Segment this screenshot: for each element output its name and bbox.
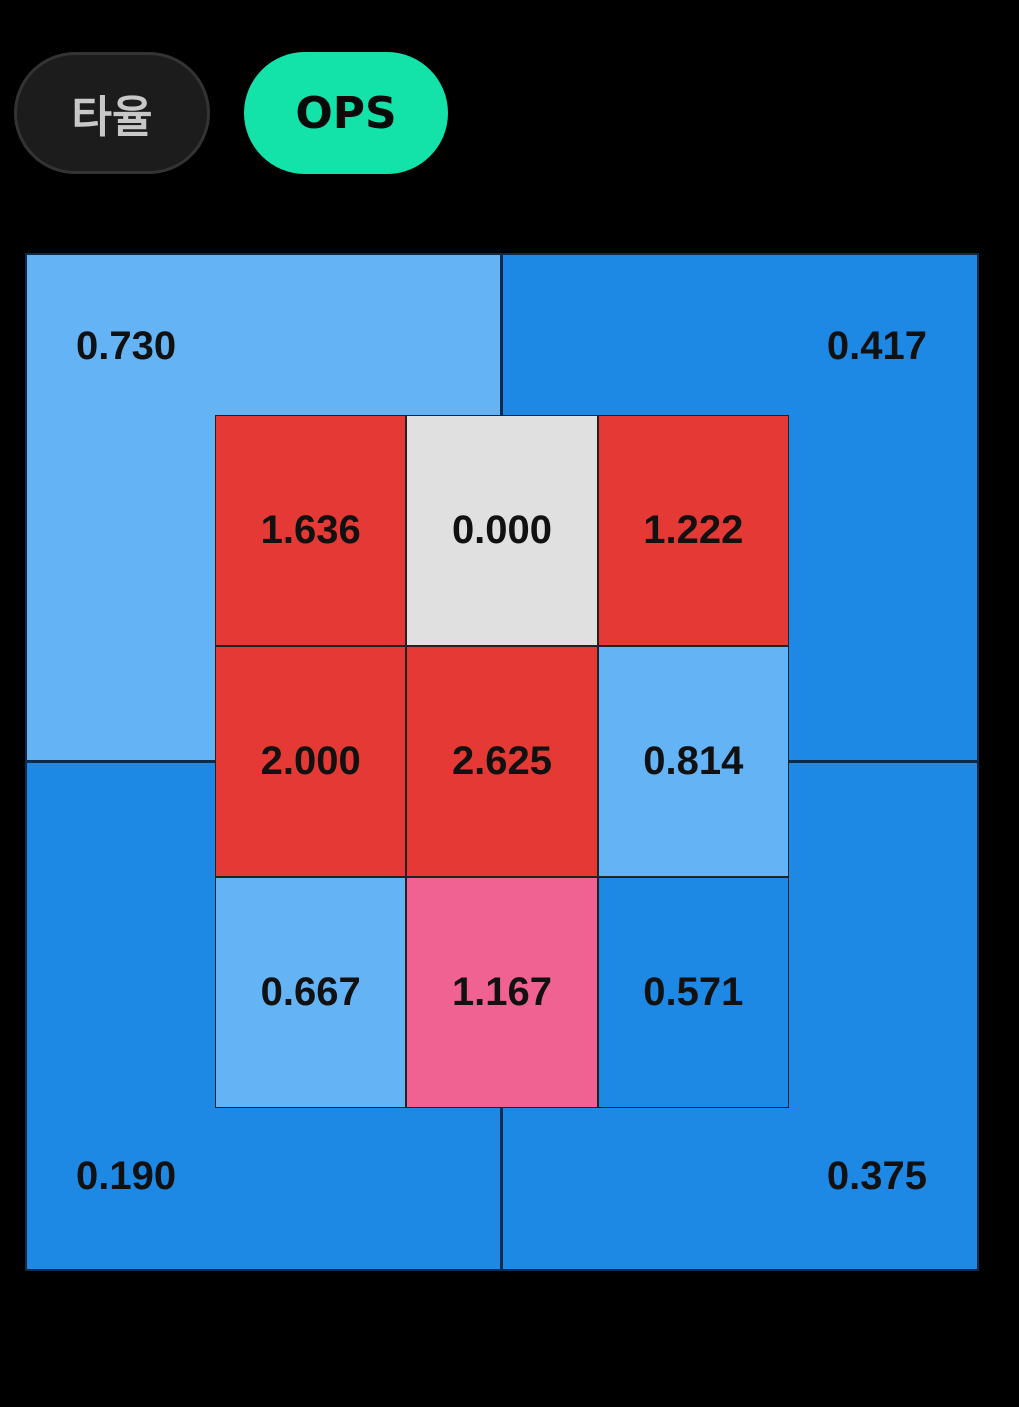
zone-value: 0.375 bbox=[826, 1154, 927, 1198]
inner-zone: 1.222 bbox=[597, 415, 789, 646]
inner-zone: 0.667 bbox=[215, 877, 407, 1108]
inner-zone: 2.625 bbox=[406, 646, 598, 877]
inner-zone: 0.814 bbox=[597, 646, 789, 877]
inner-zone: 1.167 bbox=[406, 877, 598, 1108]
inner-zone: 1.636 bbox=[215, 415, 407, 646]
tab-button[interactable]: 타율 bbox=[14, 52, 210, 174]
zone-value: 0.190 bbox=[76, 1154, 177, 1198]
zone-value: 0.417 bbox=[826, 324, 927, 368]
zone-value: 0.730 bbox=[76, 324, 177, 368]
inner-zone: 0.000 bbox=[406, 415, 598, 646]
inner-zone: 0.571 bbox=[597, 877, 789, 1108]
tab-button[interactable]: OPS bbox=[244, 52, 448, 174]
inner-zone: 2.000 bbox=[215, 646, 407, 877]
